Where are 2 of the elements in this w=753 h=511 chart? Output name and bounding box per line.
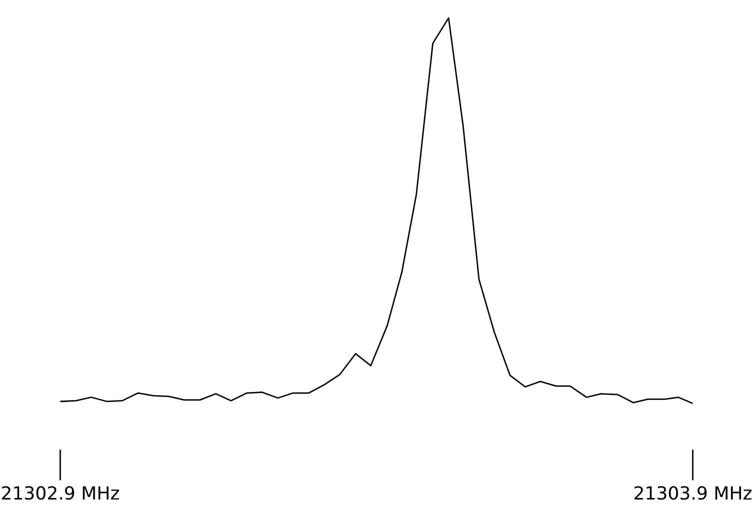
x-tick-label: 21303.9 MHz: [634, 486, 752, 500]
x-tick-label: 21302.9 MHz: [2, 486, 119, 500]
